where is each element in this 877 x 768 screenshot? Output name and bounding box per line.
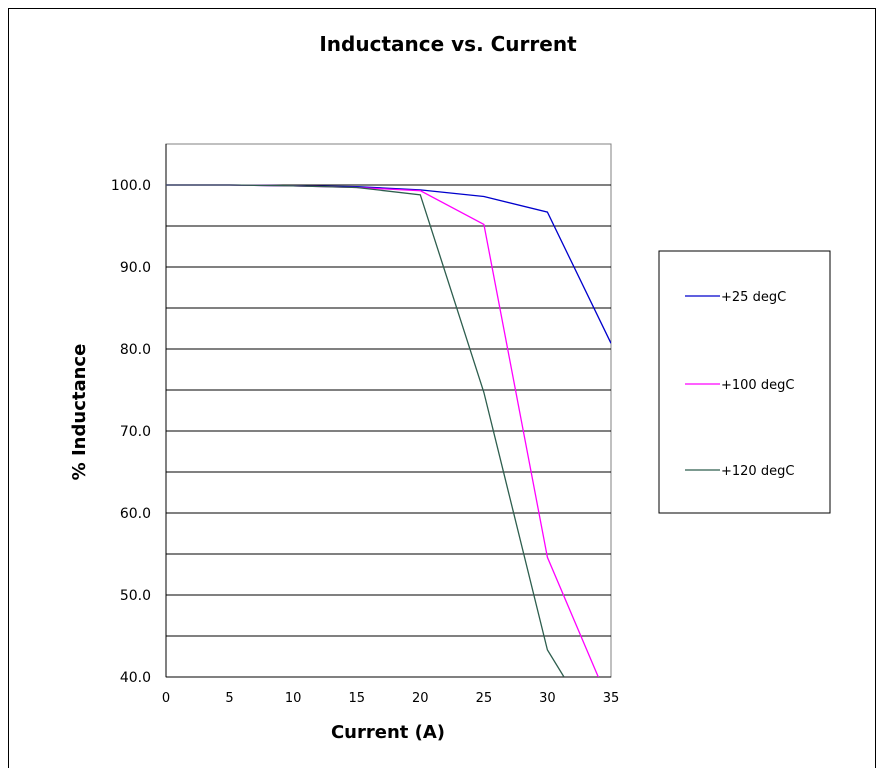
y-tick-label: 70.0 xyxy=(120,424,151,440)
y-tick-label: 50.0 xyxy=(120,588,151,604)
y-tick-label: 60.0 xyxy=(120,506,151,522)
x-tick-label: 0 xyxy=(162,691,170,706)
x-tick-label: 5 xyxy=(225,691,233,706)
plot-background xyxy=(165,143,612,678)
legend-box xyxy=(658,250,831,514)
y-tick-label: 100.0 xyxy=(111,178,151,194)
x-tick-label: 15 xyxy=(348,691,365,706)
y-tick-label: 80.0 xyxy=(120,342,151,358)
x-tick-label: 35 xyxy=(603,691,620,706)
y-tick-label: 90.0 xyxy=(120,260,151,276)
chart-title: Inductance vs. Current xyxy=(319,32,577,56)
x-tick-label: 30 xyxy=(539,691,556,706)
series-line-3 xyxy=(166,184,565,677)
chart-frame xyxy=(8,8,876,768)
x-tick-label: 25 xyxy=(476,691,493,706)
y-tick-label: 40.0 xyxy=(120,670,151,686)
legend-label-3: +120 degC xyxy=(721,464,794,479)
x-tick-label: 20 xyxy=(412,691,429,706)
legend-label-1: +25 degC xyxy=(721,290,786,305)
legend-label-2: +100 degC xyxy=(721,378,794,393)
y-axis-title: % Inductance xyxy=(69,344,90,481)
x-axis-title: Current (A) xyxy=(331,722,445,743)
legend: +25 degC +100 degC +120 degC xyxy=(658,250,831,514)
x-tick-labels: 0 5 10 15 20 25 30 35 xyxy=(162,691,619,706)
x-tick-label: 10 xyxy=(285,691,302,706)
plot-area xyxy=(165,143,612,678)
y-tick-labels: 40.0 50.0 60.0 70.0 80.0 90.0 100.0 xyxy=(111,178,151,686)
